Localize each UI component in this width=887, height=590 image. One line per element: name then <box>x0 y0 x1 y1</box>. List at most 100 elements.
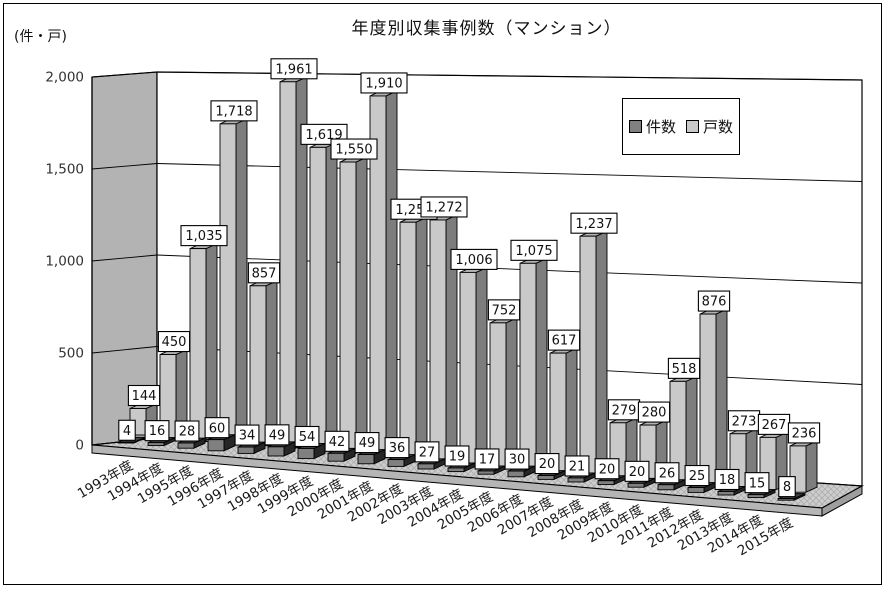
svg-text:42: 42 <box>329 435 346 450</box>
svg-text:19: 19 <box>449 450 466 465</box>
svg-text:1,075: 1,075 <box>515 244 552 259</box>
label-kensu-1994年度: 16 <box>144 420 170 442</box>
svg-text:267: 267 <box>762 418 787 433</box>
label-kensu-2013年度: 18 <box>714 468 740 491</box>
svg-text:17: 17 <box>479 453 496 468</box>
svg-text:8: 8 <box>783 480 791 495</box>
bar-kosu-2012年度 <box>699 308 728 486</box>
label-kosu-2005年度: 752 <box>487 299 521 321</box>
label-kosu-2015年度: 236 <box>787 422 821 444</box>
bars <box>117 76 818 501</box>
bar-kosu-1996年度 <box>219 118 248 444</box>
bar-kosu-2007年度 <box>549 347 578 473</box>
kensu-series-swatch-icon <box>628 120 642 133</box>
svg-text:450: 450 <box>162 335 187 350</box>
label-kosu-1998年度: 1,961 <box>270 58 318 80</box>
bar-kosu-2003年度 <box>429 214 458 462</box>
label-kensu-2008年度: 21 <box>564 455 590 477</box>
svg-text:49: 49 <box>359 436 376 451</box>
floor-side-face <box>821 485 863 517</box>
label-kensu-1997年度: 34 <box>234 424 260 446</box>
svg-text:54: 54 <box>299 430 316 445</box>
label-kosu-2010年度: 280 <box>637 401 671 423</box>
label-kosu-1997年度: 857 <box>247 262 281 284</box>
y-tick-label-0: 0 <box>75 438 84 454</box>
label-kensu-2012年度: 25 <box>684 464 710 487</box>
legend-label-kensu: 件数 <box>645 118 676 136</box>
kosu-data-labels: 1444501,0351,7188571,9611,6191,5501,9101… <box>127 58 821 444</box>
bar-kensu-2010年度 <box>627 477 656 488</box>
y-tick-label-500: 500 <box>58 346 84 362</box>
wall-gridline-500 <box>91 346 158 354</box>
label-kosu-2009年度: 279 <box>607 399 641 421</box>
label-kensu-2001年度: 49 <box>354 432 380 454</box>
y-tick-label-2000: 2,000 <box>45 70 84 86</box>
label-kosu-2000年度: 1,550 <box>330 138 378 160</box>
svg-text:857: 857 <box>252 266 277 281</box>
label-kosu-2001年度: 1,910 <box>360 72 408 94</box>
svg-text:34: 34 <box>239 429 256 444</box>
wall-gridline-1500 <box>91 163 158 170</box>
wall-gridline-2000 <box>91 71 158 78</box>
label-kensu-2014年度: 15 <box>744 472 770 494</box>
label-kosu-2012年度: 876 <box>697 290 731 312</box>
bar-kosu-2002年度 <box>399 216 428 460</box>
svg-text:273: 273 <box>732 414 757 429</box>
label-kensu-2011年度: 26 <box>654 462 680 484</box>
label-kosu-1995年度: 1,035 <box>180 225 228 247</box>
label-kensu-2002年度: 36 <box>384 437 410 459</box>
svg-text:20: 20 <box>599 462 616 477</box>
svg-text:236: 236 <box>792 427 817 442</box>
label-kensu-1996年度: 60 <box>204 417 230 439</box>
svg-text:1,272: 1,272 <box>425 201 462 216</box>
label-kensu-1998年度: 49 <box>264 424 290 446</box>
svg-text:1,035: 1,035 <box>185 229 222 244</box>
bar-kosu-1995年度 <box>189 242 218 441</box>
y-tick-label-1000: 1,000 <box>45 254 84 270</box>
svg-text:752: 752 <box>492 303 517 318</box>
label-kosu-2003年度: 1,272 <box>420 196 468 218</box>
y-tick-label-1500: 1,500 <box>45 162 84 178</box>
svg-text:518: 518 <box>672 362 697 377</box>
y-axis-tick-labels: 0 500 1,000 1,500 2,000 <box>45 70 84 454</box>
label-kosu-2008年度: 1,237 <box>570 212 618 234</box>
label-kosu-2006年度: 1,075 <box>510 239 558 261</box>
svg-text:4: 4 <box>123 424 131 439</box>
label-kensu-2007年度: 20 <box>534 453 560 475</box>
bar-kosu-1997年度 <box>249 280 278 447</box>
svg-text:36: 36 <box>389 441 406 456</box>
svg-text:21: 21 <box>569 460 586 475</box>
label-kosu-2014年度: 267 <box>757 413 791 435</box>
svg-text:1,006: 1,006 <box>455 253 492 268</box>
gridline-1000 <box>156 254 863 284</box>
label-kensu-1995年度: 28 <box>174 420 200 442</box>
bar-kosu-2005年度 <box>489 317 518 467</box>
label-kosu-1996年度: 1,718 <box>210 100 258 122</box>
legend-label-kosu: 戸数 <box>703 118 734 136</box>
kensu-data-labels: 4 16 28 60 34 49 54 42 49 36 27 19 17 30 20 21 20 20 26 25 1… <box>118 417 796 498</box>
svg-text:26: 26 <box>659 466 676 481</box>
kosu-series-swatch-icon <box>686 120 699 133</box>
y-axis-unit-label: (件・戸) <box>14 29 67 45</box>
svg-text:49: 49 <box>269 428 286 443</box>
svg-text:20: 20 <box>539 457 556 472</box>
svg-text:1,718: 1,718 <box>215 104 252 119</box>
svg-text:1,910: 1,910 <box>365 77 402 92</box>
label-kosu-2011年度: 518 <box>667 357 701 379</box>
label-kosu-1993年度: 144 <box>127 384 161 407</box>
wall-gridline-1000 <box>91 254 158 262</box>
label-kensu-2005年度: 17 <box>474 448 500 470</box>
svg-text:876: 876 <box>702 295 727 310</box>
label-kensu-2004年度: 19 <box>444 445 470 467</box>
bar-kosu-2011年度 <box>669 375 698 483</box>
bar-kosu-2001年度 <box>369 90 398 457</box>
bar-kosu-2008年度 <box>579 230 608 475</box>
svg-text:20: 20 <box>629 465 646 480</box>
svg-text:1,961: 1,961 <box>275 62 312 77</box>
legend-item-kosu: 戸数 <box>686 116 733 137</box>
label-kensu-1999年度: 54 <box>294 425 320 448</box>
label-kensu-2006年度: 30 <box>504 448 530 470</box>
label-kosu-2013年度: 273 <box>727 410 761 432</box>
label-kosu-1994年度: 450 <box>157 331 191 353</box>
label-kensu-2003年度: 27 <box>414 441 440 463</box>
